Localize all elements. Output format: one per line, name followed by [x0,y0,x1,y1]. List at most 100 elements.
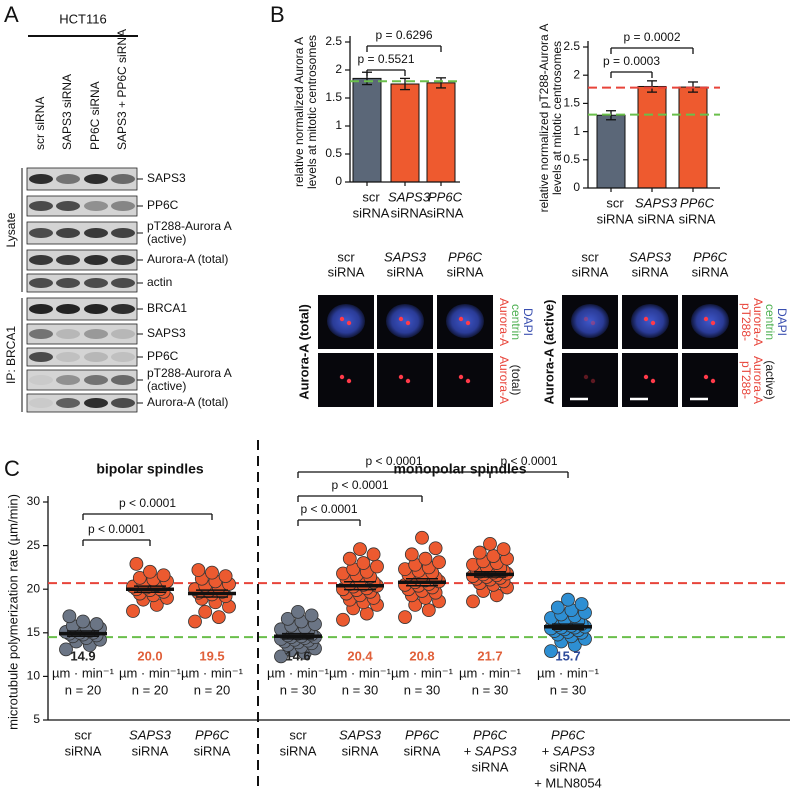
lane-label: scr siRNA [33,97,47,150]
centrosome [650,378,656,384]
mean-label: 15.7 [555,648,580,663]
y-tick-label: 0 [335,174,342,188]
y-tick-label: 10 [27,669,41,683]
p-value: p < 0.0001 [88,522,145,536]
panel-label: B [270,2,285,27]
image-column-label: PP6C [448,249,483,264]
blot-band [56,255,80,265]
blot-band [84,255,108,265]
data-point [205,565,219,580]
bar [596,114,626,189]
bar [426,82,456,183]
data-point [211,610,226,625]
p-value: p = 0.0003 [603,54,660,68]
data-point [418,551,433,566]
x-tick-label: siRNA [427,205,464,220]
p-value: p < 0.0001 [119,496,176,510]
centrosome [405,378,411,384]
data-point [274,649,288,664]
group-label: monopolar spindles [393,461,526,477]
x-tick-label: PP6C [473,727,508,742]
image-column-label: siRNA [692,264,729,279]
band-label: PP6C [147,198,179,212]
data-point [89,617,104,631]
ip-label: IP: BRCA1 [4,326,18,384]
data-point [483,536,497,551]
y-tick-label: 1.5 [563,96,580,110]
band-label: pT288-Aurora A [147,219,232,233]
centrosome [583,374,589,380]
blot-band [84,352,108,362]
channel-label: DAPI [521,308,535,336]
data-point [129,557,144,571]
n-label: n = 30 [342,682,379,697]
lane-label: SAPS3 + PP6C siRNA [115,29,129,150]
blot-band [29,278,53,288]
data-point [143,564,157,579]
data-point [218,569,233,584]
data-point [188,614,202,629]
blot-band [84,174,108,184]
x-tick-label: siRNA [404,743,441,758]
y-tick-label: 15 [27,625,41,639]
unit-label: µm · min⁻¹ [459,665,522,680]
x-tick-label: siRNA [194,743,231,758]
x-tick-label: SAPS3 [339,727,382,742]
panel-label: C [4,456,20,481]
data-point [370,559,384,574]
y-tick-label: 1 [573,124,580,138]
y-tick-label: 25 [27,538,41,552]
channel-label: (total) [509,365,523,396]
centrosome [703,374,709,380]
mean-label: 20.8 [409,648,434,663]
channel-label: Aurora-A [497,356,511,404]
x-tick-label: siRNA [472,759,509,774]
unit-label: µm · min⁻¹ [329,665,392,680]
x-tick-label: siRNA [597,211,634,226]
p-value: p < 0.0001 [500,454,557,468]
blot-band [111,329,135,339]
blot-band [56,304,80,314]
x-tick-label: SAPS3 [129,727,172,742]
centrosome [703,316,709,322]
n-label: n = 30 [550,682,587,697]
y-axis-label: relative normalized pT288-Aurora A [537,24,551,213]
data-point [574,597,589,611]
channel-label: DAPI [775,308,789,336]
y-tick-label: 2 [335,62,342,76]
data-point [404,547,419,562]
data-point [342,551,357,566]
n-label: n = 30 [472,682,509,697]
blot-band [29,174,53,184]
lane-label: PP6C siRNA [88,81,102,150]
data-point [398,610,412,625]
nucleus [691,304,729,338]
nucleus [571,304,609,338]
centrosome [465,378,471,384]
band-label: (active) [147,232,186,246]
nucleus [386,304,424,338]
data-point [132,570,147,585]
cell-line: HCT116 [59,11,106,26]
bar [637,85,667,189]
channel-label: pT288- [739,303,753,341]
blot-band [84,375,108,385]
data-point [291,604,305,619]
p-value: p = 0.6296 [375,28,432,42]
data-point [366,547,381,562]
centrosome [405,320,411,326]
centrosome [583,316,589,322]
data-point [198,604,213,619]
y-tick-label: 5 [33,712,40,726]
n-label: n = 30 [404,682,441,697]
centrosome [643,374,649,380]
image-column-label: SAPS3 [629,249,672,264]
n-label: n = 30 [280,682,317,697]
data-point [304,608,319,623]
blot-band [56,174,80,184]
centrosome [710,378,716,384]
data-point [280,611,295,626]
x-tick-label: scr [362,189,380,204]
x-tick-label: + SAPS3 [463,743,517,758]
centrosome [710,320,716,326]
